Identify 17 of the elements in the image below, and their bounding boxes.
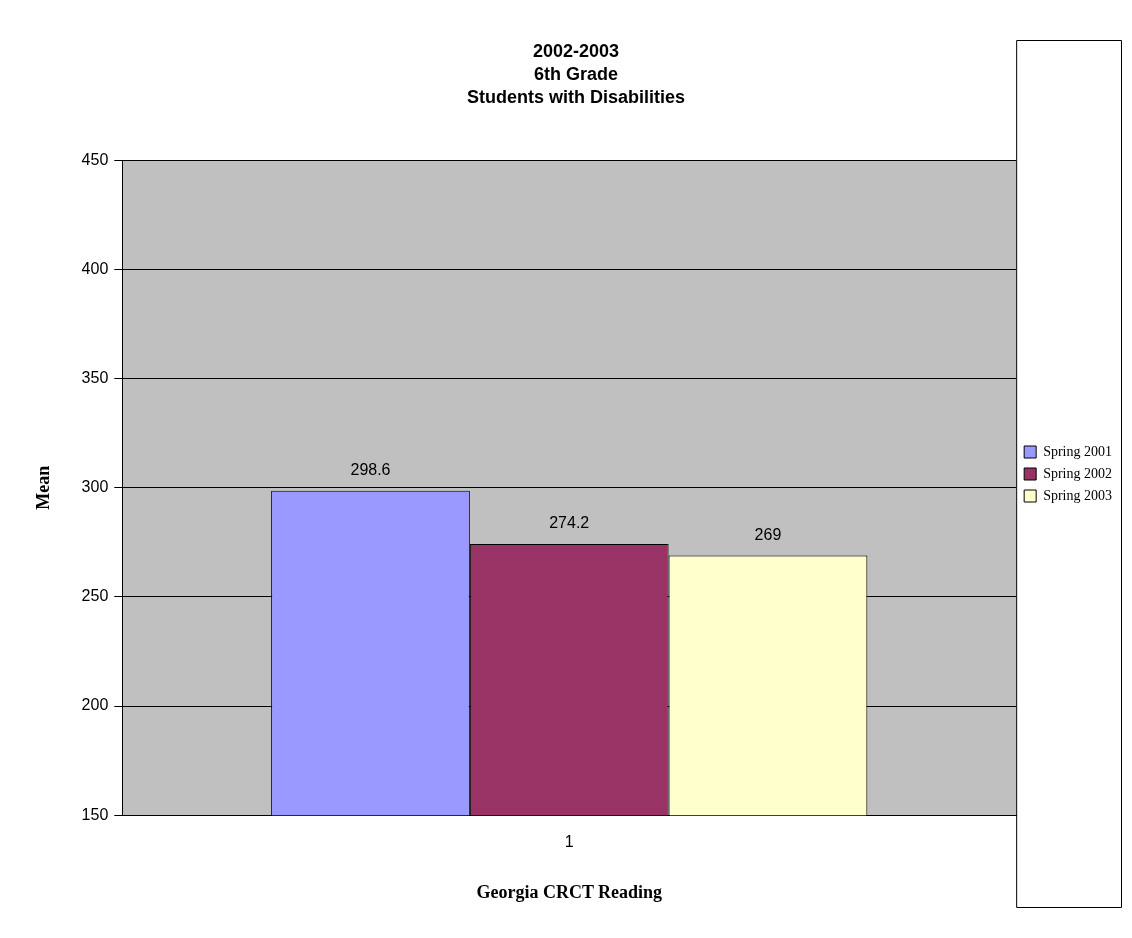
legend-label: Spring 2002 bbox=[1043, 465, 1113, 481]
legend-label: Spring 2003 bbox=[1043, 487, 1113, 503]
y-tick-label: 400 bbox=[81, 259, 109, 277]
y-axis-title: Mean bbox=[33, 465, 54, 510]
y-tick-label: 450 bbox=[81, 150, 109, 168]
x-axis-title: Georgia CRCT Reading bbox=[476, 881, 663, 902]
y-tick-label: 200 bbox=[81, 696, 109, 714]
data-label: 269 bbox=[754, 525, 782, 543]
y-tick-label: 300 bbox=[81, 478, 109, 496]
y-tick-label: 150 bbox=[81, 805, 109, 823]
data-label: 274.2 bbox=[549, 514, 590, 532]
y-tick-label: 350 bbox=[81, 368, 109, 386]
y-tick-label: 250 bbox=[81, 587, 109, 605]
legend-label: Spring 2001 bbox=[1043, 443, 1113, 459]
chart-title: 2002-2003 6th Grade Students with Disabilities bbox=[466, 40, 686, 108]
x-tick-label: 1 bbox=[564, 833, 574, 851]
data-label: 298.6 bbox=[350, 461, 391, 479]
